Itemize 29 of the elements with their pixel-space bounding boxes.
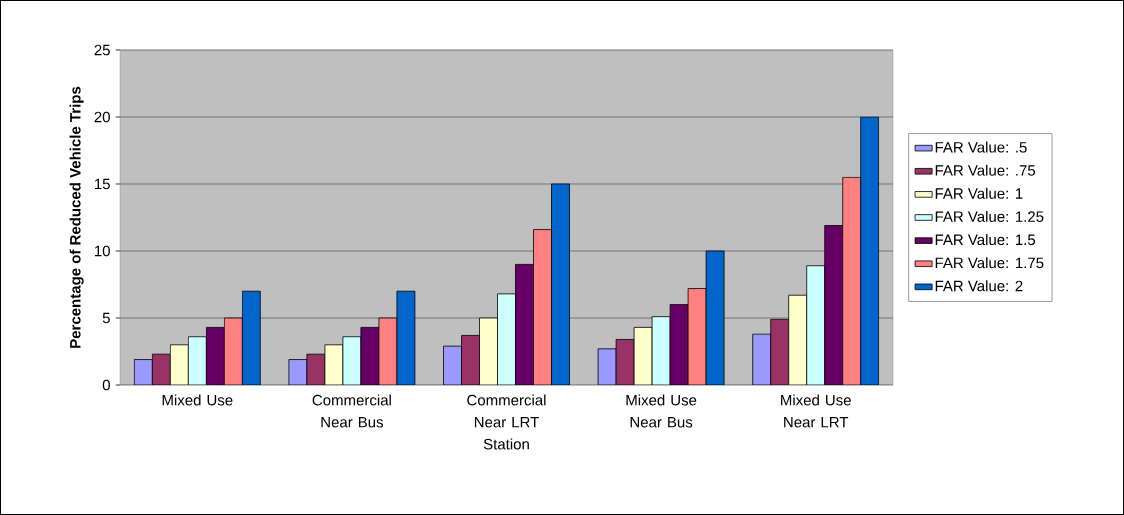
y-tick-label: 25 (94, 44, 110, 56)
bar (479, 317, 498, 385)
bar (788, 294, 808, 385)
y-axis-title: Percentage of Reduced Vehicle Trips (69, 86, 84, 348)
legend-label: FAR Value: 1 (935, 187, 1023, 199)
legend-label: FAR Value: .75 (935, 164, 1036, 176)
legend-label: FAR Value: 1.25 (935, 210, 1044, 222)
bar (770, 318, 790, 385)
y-tick-label: 10 (95, 245, 110, 257)
legend-label: FAR Value: 1.5 (935, 234, 1036, 246)
bar (752, 333, 772, 385)
x-tick-label: Commercial Near Bus (312, 394, 391, 428)
bar (497, 293, 516, 385)
bar (443, 345, 462, 385)
x-tick-label: Mixed Use Near LRT (781, 394, 851, 428)
bar (187, 336, 207, 385)
legend-label: FAR Value: 1.75 (935, 257, 1044, 269)
x-tick-label: Mixed Use (162, 394, 233, 406)
legend-label: FAR Value: 2 (935, 280, 1023, 292)
legend-label: FAR Value: .5 (935, 141, 1027, 153)
y-tick-label: 20 (94, 111, 110, 123)
x-tick-label: Commercial Near LRT Station (467, 394, 546, 450)
bar (461, 335, 480, 385)
x-tick-label: Mixed Use Near Bus (626, 394, 697, 428)
y-tick-label: 5 (102, 312, 110, 324)
y-tick-label: 15 (95, 178, 110, 190)
bar (806, 265, 826, 385)
y-tick-label: 0 (102, 379, 110, 391)
bar (169, 344, 189, 385)
